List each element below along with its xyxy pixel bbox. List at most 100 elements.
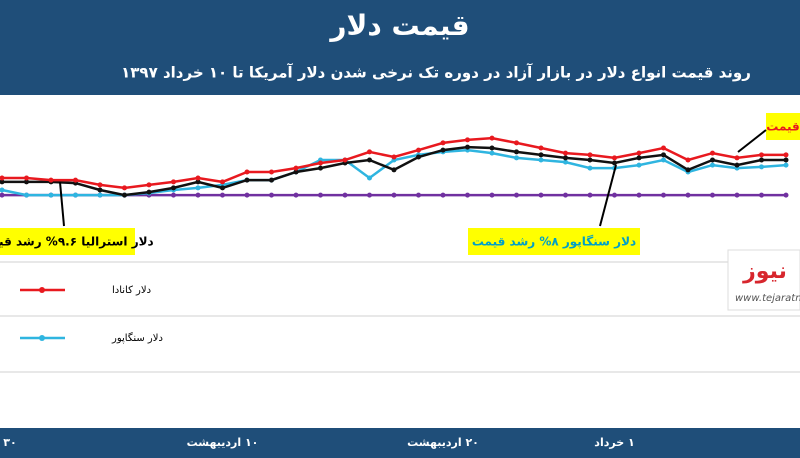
point xyxy=(269,169,274,175)
point xyxy=(685,167,691,173)
point xyxy=(440,192,446,198)
point xyxy=(146,182,152,188)
point xyxy=(783,152,789,158)
point xyxy=(636,162,642,168)
point xyxy=(636,155,642,161)
point xyxy=(783,162,789,168)
point xyxy=(563,150,568,156)
x-tick-label: ۳۰ xyxy=(3,436,16,449)
point xyxy=(0,192,5,198)
logo-name: نیوز xyxy=(742,259,787,284)
point xyxy=(416,192,421,198)
point xyxy=(367,175,372,181)
arrow xyxy=(59,181,65,227)
point xyxy=(783,157,789,163)
point xyxy=(0,187,5,193)
point xyxy=(514,140,519,146)
point xyxy=(122,185,127,191)
legend-label: دلار کانادا xyxy=(112,285,151,296)
point xyxy=(489,135,495,141)
point xyxy=(734,155,740,161)
point xyxy=(661,145,666,151)
point xyxy=(24,192,29,198)
point xyxy=(587,152,593,158)
point xyxy=(734,192,740,198)
point xyxy=(195,175,201,181)
point xyxy=(220,179,225,185)
point xyxy=(416,154,421,160)
point xyxy=(146,189,152,195)
point xyxy=(465,137,470,143)
point xyxy=(73,192,78,198)
point xyxy=(587,157,593,163)
point xyxy=(759,152,764,158)
point xyxy=(612,192,617,198)
annotation: دلار سنگاپور ۸% رشد قیمت xyxy=(472,235,636,250)
point xyxy=(514,155,519,161)
point xyxy=(122,192,127,198)
point xyxy=(171,185,176,191)
point xyxy=(661,152,666,158)
point xyxy=(391,192,397,198)
point xyxy=(685,157,691,163)
point xyxy=(269,177,274,183)
point xyxy=(220,192,225,198)
point xyxy=(563,155,568,161)
point xyxy=(269,192,274,198)
x-tick-label: ۲۰ اردیبهشت xyxy=(407,436,479,449)
point xyxy=(734,162,740,168)
point xyxy=(97,187,103,193)
point xyxy=(710,162,715,168)
point xyxy=(0,175,5,181)
arrow xyxy=(599,164,617,227)
point xyxy=(318,192,323,198)
annotation: دلار استرالیا ۹.۶% رشد قیمت xyxy=(0,235,154,249)
point xyxy=(97,192,103,198)
point xyxy=(416,147,421,153)
point xyxy=(73,177,78,183)
point xyxy=(563,159,568,165)
point xyxy=(367,192,372,198)
point xyxy=(514,192,519,198)
annotation-box xyxy=(468,228,640,255)
annotation: قیمت xyxy=(766,120,800,134)
point xyxy=(440,140,446,146)
point xyxy=(759,192,764,198)
point xyxy=(195,185,201,191)
gridlines xyxy=(0,261,800,373)
point xyxy=(612,155,617,161)
point xyxy=(538,145,544,151)
point xyxy=(171,179,176,185)
point xyxy=(612,160,617,166)
point xyxy=(97,182,103,188)
point xyxy=(710,157,715,163)
point xyxy=(489,150,495,156)
logo-url: www.tejaratn xyxy=(735,293,800,304)
point xyxy=(538,157,544,163)
point xyxy=(538,192,544,198)
point xyxy=(538,152,544,158)
point xyxy=(244,169,250,175)
point xyxy=(48,192,54,198)
annotation-box xyxy=(766,113,800,140)
point xyxy=(710,150,715,156)
point xyxy=(318,160,323,166)
point xyxy=(171,192,176,198)
point xyxy=(636,150,642,156)
point xyxy=(195,179,201,185)
point xyxy=(465,192,470,198)
point xyxy=(440,147,446,153)
chart-title: قیمت دلار xyxy=(328,9,469,42)
chart-subtitle: روند قیمت انواع دلار در بازار آزاد در دو… xyxy=(121,64,751,82)
arrow xyxy=(737,129,767,153)
legend-dot xyxy=(39,287,45,293)
x-tick-label: ۱۰ اردیبهشت xyxy=(187,436,259,449)
point xyxy=(293,192,299,198)
point xyxy=(367,157,372,163)
point xyxy=(685,192,691,198)
point xyxy=(293,165,299,171)
logo-box xyxy=(727,249,800,311)
point xyxy=(0,179,5,185)
x-tick-label: ۱ خرداد xyxy=(594,436,634,449)
